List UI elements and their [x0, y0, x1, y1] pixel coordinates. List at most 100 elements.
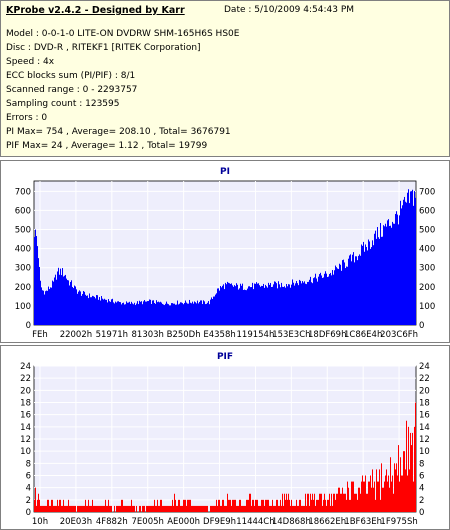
data-bar: [245, 505, 246, 512]
data-bar: [193, 505, 194, 512]
data-bar: [53, 505, 54, 512]
data-bar: [200, 300, 201, 325]
data-bar: [93, 296, 94, 325]
data-bar: [411, 445, 412, 512]
data-bar: [120, 505, 121, 512]
data-bar: [408, 426, 409, 512]
data-bar: [367, 493, 368, 512]
y-tick-label-left: 4: [26, 484, 31, 494]
data-bar: [301, 505, 302, 512]
data-bar: [328, 276, 329, 325]
data-bar: [273, 284, 274, 325]
data-bar: [171, 505, 172, 512]
data-bar: [176, 505, 177, 512]
data-bar: [276, 499, 277, 512]
x-tick-label: 51971h: [96, 330, 128, 340]
data-bar: [200, 505, 201, 512]
data-bar: [74, 505, 75, 512]
data-bar: [217, 288, 218, 325]
data-bar: [150, 505, 151, 512]
data-bar: [369, 241, 370, 325]
data-bar: [277, 288, 278, 325]
data-bar: [309, 505, 310, 512]
y-tick-label-left: 12: [20, 435, 31, 445]
data-bar: [273, 505, 274, 512]
data-bar: [207, 302, 208, 325]
data-bar: [206, 505, 207, 512]
data-bar: [211, 297, 212, 325]
y-tick-label-left: 14: [20, 423, 31, 433]
data-bar: [77, 505, 78, 512]
data-bar: [387, 220, 388, 325]
data-bar: [409, 469, 410, 512]
data-bar: [161, 302, 162, 325]
y-tick-label-left: 0: [26, 508, 31, 518]
data-bar: [106, 505, 107, 512]
data-bar: [380, 499, 381, 512]
data-bar: [196, 303, 197, 325]
data-bar: [323, 277, 324, 325]
data-bar: [130, 505, 131, 512]
data-bar: [346, 499, 347, 512]
data-bar: [70, 505, 71, 512]
data-bar: [364, 251, 365, 325]
data-bar: [261, 499, 262, 512]
data-bar: [219, 499, 220, 512]
y-tick-label-right: 700: [419, 187, 435, 197]
data-bar: [281, 505, 282, 512]
data-bar: [267, 287, 268, 325]
data-bar: [107, 302, 108, 325]
data-bar: [267, 499, 268, 512]
data-bar: [275, 281, 276, 325]
data-bar: [42, 505, 43, 512]
data-bar: [415, 402, 416, 512]
data-bar: [188, 499, 189, 512]
data-bar: [137, 301, 138, 325]
data-bar: [42, 290, 43, 325]
data-bar: [100, 300, 101, 325]
data-bar: [231, 283, 232, 325]
data-bar: [124, 505, 125, 512]
data-bar: [317, 499, 318, 512]
pi-chart-panel: PI 0 0 100 100 200 200 300 300 400 400 500 500 600 600…: [0, 160, 450, 343]
data-bar: [286, 493, 287, 512]
data-bar: [150, 299, 151, 325]
data-bar: [366, 246, 367, 325]
data-bar: [414, 191, 415, 325]
data-bar: [180, 505, 181, 512]
data-bar: [257, 283, 258, 325]
data-bar: [60, 499, 61, 512]
data-bar: [168, 505, 169, 512]
data-bar: [281, 282, 282, 325]
y-tick-label-right: 18: [419, 399, 430, 409]
y-tick-label-right: 0: [419, 508, 424, 518]
data-bar: [117, 301, 118, 325]
data-bar: [401, 475, 402, 512]
data-bar: [217, 505, 218, 512]
data-bar: [92, 499, 93, 512]
data-bar: [34, 499, 35, 512]
data-bar: [157, 302, 158, 325]
data-bar: [41, 287, 42, 325]
data-bar: [51, 499, 52, 512]
data-bar: [149, 299, 150, 325]
data-bar: [321, 493, 322, 512]
data-bar: [87, 295, 88, 325]
data-bar: [390, 225, 391, 325]
data-bar: [242, 283, 243, 325]
data-bar: [119, 505, 120, 512]
data-bar: [363, 241, 364, 325]
data-bar: [210, 505, 211, 512]
data-bar: [162, 505, 163, 512]
data-bar: [307, 493, 308, 512]
data-bar: [102, 298, 103, 325]
data-bar: [99, 505, 100, 512]
data-bar: [292, 279, 293, 325]
data-bar: [162, 303, 163, 325]
data-bar: [356, 256, 357, 325]
data-bar: [215, 505, 216, 512]
data-bar: [172, 499, 173, 512]
data-bar: [343, 493, 344, 512]
y-tick-label-left: 2: [26, 496, 31, 506]
data-bar: [39, 266, 40, 325]
